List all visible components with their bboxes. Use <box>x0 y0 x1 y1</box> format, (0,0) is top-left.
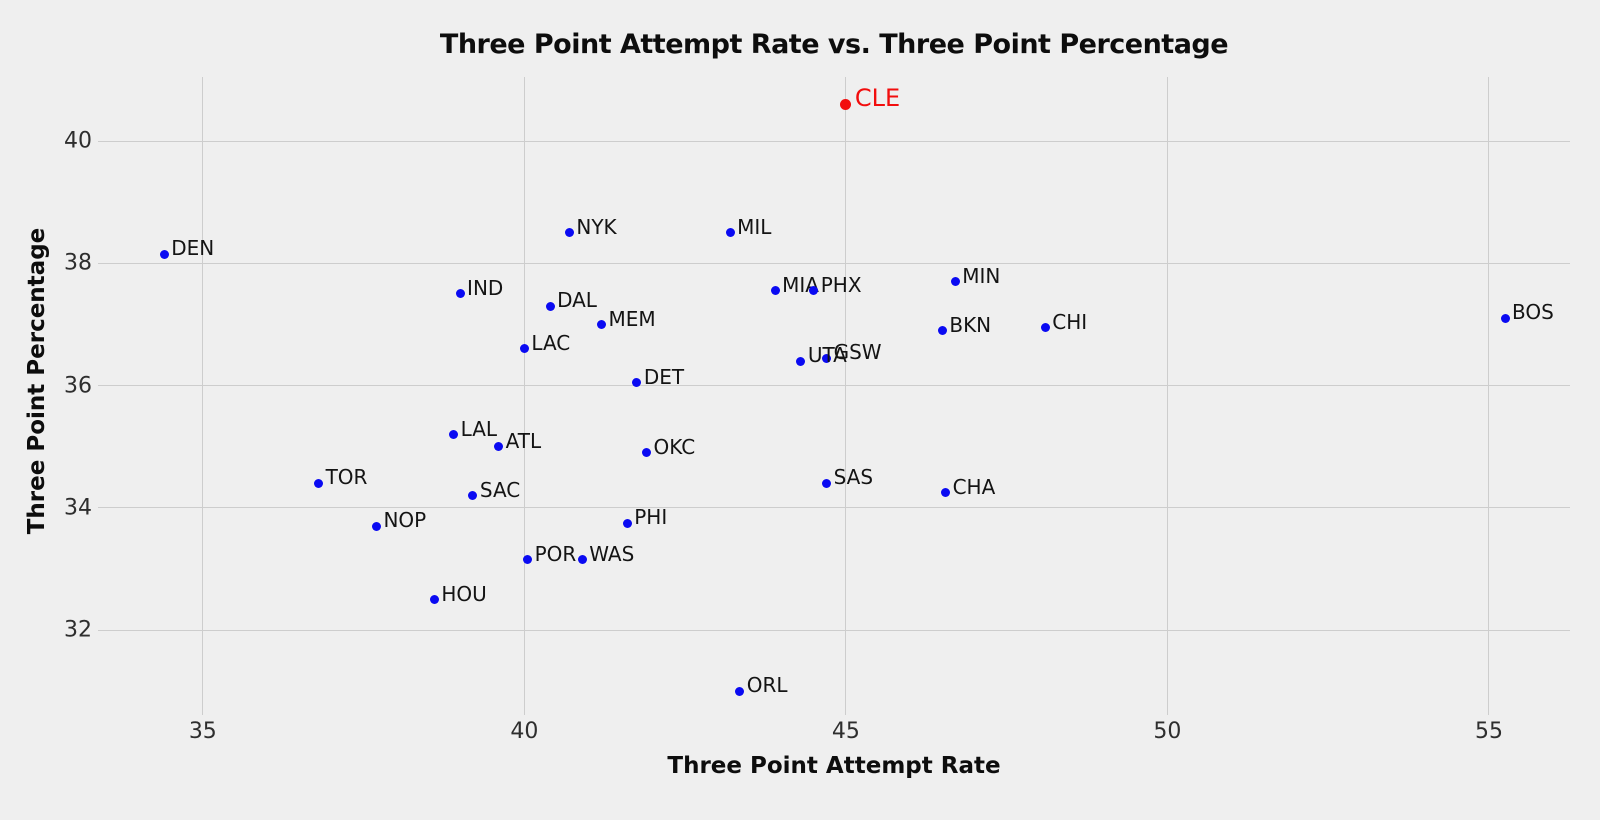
data-point-label-MIN: MIN <box>962 263 1001 288</box>
data-point-label-NOP: NOP <box>383 508 427 533</box>
data-point-MIL <box>725 228 735 238</box>
data-point-HOU <box>429 595 439 604</box>
data-point-label-DEN: DEN <box>171 236 215 261</box>
gridline-x-50 <box>1166 77 1168 715</box>
data-point-MIA <box>770 286 780 296</box>
y-tick-label-34: 34 <box>64 495 92 521</box>
data-point-label-WAS: WAS <box>589 541 635 566</box>
data-point-label-SAS: SAS <box>833 465 874 490</box>
data-point-label-OKC: OKC <box>653 434 696 459</box>
gridline-x-45 <box>845 77 847 715</box>
data-point-PHX <box>809 286 819 296</box>
data-point-label-ORL: ORL <box>746 673 788 698</box>
data-point-label-UTA: UTA <box>807 343 847 368</box>
data-point-label-PHI: PHI <box>634 505 668 530</box>
data-point-label-GSW: GSW <box>833 340 882 365</box>
data-point-NYK <box>564 228 574 238</box>
data-point-label-DAL: DAL <box>557 288 597 313</box>
gridline-x-40 <box>523 77 525 715</box>
data-point-ORL <box>735 686 745 696</box>
data-point-LAC <box>519 344 529 354</box>
gridline-y-38 <box>98 262 1570 264</box>
data-point-LAL <box>449 430 459 439</box>
data-point-MEM <box>597 320 607 329</box>
y-tick-label-32: 32 <box>64 617 92 643</box>
data-point-UTA <box>796 356 806 366</box>
data-point-MIN <box>950 277 960 287</box>
data-point-NOP <box>371 521 381 531</box>
x-tick-label-35: 35 <box>188 719 217 744</box>
data-point-label-NYK: NYK <box>576 214 617 239</box>
gridline-y-34 <box>98 507 1570 509</box>
gridline-x-35 <box>202 77 204 715</box>
data-point-IND <box>455 289 465 299</box>
data-point-label-POR: POR <box>534 541 577 566</box>
data-point-label-IND: IND <box>467 275 504 300</box>
data-point-label-SAC: SAC <box>479 477 521 502</box>
data-point-SAC <box>468 491 478 501</box>
data-point-OKC <box>642 448 652 458</box>
data-point-DEN <box>159 249 169 259</box>
y-tick-label-40: 40 <box>64 128 92 154</box>
data-point-ATL <box>494 442 504 452</box>
data-point-CHI <box>1040 323 1050 333</box>
data-point-label-MIL: MIL <box>737 214 772 239</box>
data-point-label-TOR: TOR <box>325 465 368 490</box>
data-point-label-MEM: MEM <box>608 306 656 331</box>
plot-area: CLE DEN NYK MIL MIN MIA PHX IND DAL BOS MEM CHI BKN L… <box>98 77 1570 715</box>
data-point-POR <box>523 555 533 565</box>
data-point-DAL <box>545 301 555 311</box>
data-point-label-CHA: CHA <box>952 474 996 499</box>
data-point-label-ATL: ATL <box>505 428 542 453</box>
data-point-label-BOS: BOS <box>1512 300 1554 325</box>
data-point-SAS <box>822 478 832 488</box>
data-point-PHI <box>622 518 632 528</box>
data-point-BOS <box>1500 313 1510 323</box>
data-point-label-HOU: HOU <box>441 581 487 606</box>
y-tick-label-38: 38 <box>64 250 92 276</box>
x-tick-label-40: 40 <box>510 719 539 744</box>
y-tick-label-36: 36 <box>64 373 92 399</box>
gridline-y-32 <box>98 629 1570 631</box>
gridline-x-55 <box>1488 77 1490 715</box>
data-point-BKN <box>937 326 947 336</box>
data-point-label-BKN: BKN <box>949 312 992 337</box>
data-point-WAS <box>577 555 587 565</box>
data-point-DET <box>632 378 642 388</box>
chart-title: Three Point Attempt Rate vs. Three Point… <box>439 29 1229 60</box>
x-axis-title: Three Point Attempt Rate <box>667 753 1001 779</box>
data-point-label-LAC: LAC <box>531 330 571 355</box>
data-point-label-LAL: LAL <box>460 416 498 441</box>
gridline-y-36 <box>98 385 1570 387</box>
data-point-label-PHX: PHX <box>820 272 862 297</box>
data-point-label-CLE: CLE <box>854 83 901 112</box>
data-point-label-CHI: CHI <box>1052 309 1088 334</box>
data-point-CHA <box>941 488 951 498</box>
gridline-y-40 <box>98 140 1570 142</box>
data-point-TOR <box>314 478 324 488</box>
data-point-CLE <box>840 99 852 110</box>
x-tick-label-45: 45 <box>831 719 860 744</box>
data-point-label-DET: DET <box>643 364 685 389</box>
x-tick-label-50: 50 <box>1153 719 1182 744</box>
x-tick-label-55: 55 <box>1474 719 1503 744</box>
data-point-GSW <box>822 353 832 363</box>
